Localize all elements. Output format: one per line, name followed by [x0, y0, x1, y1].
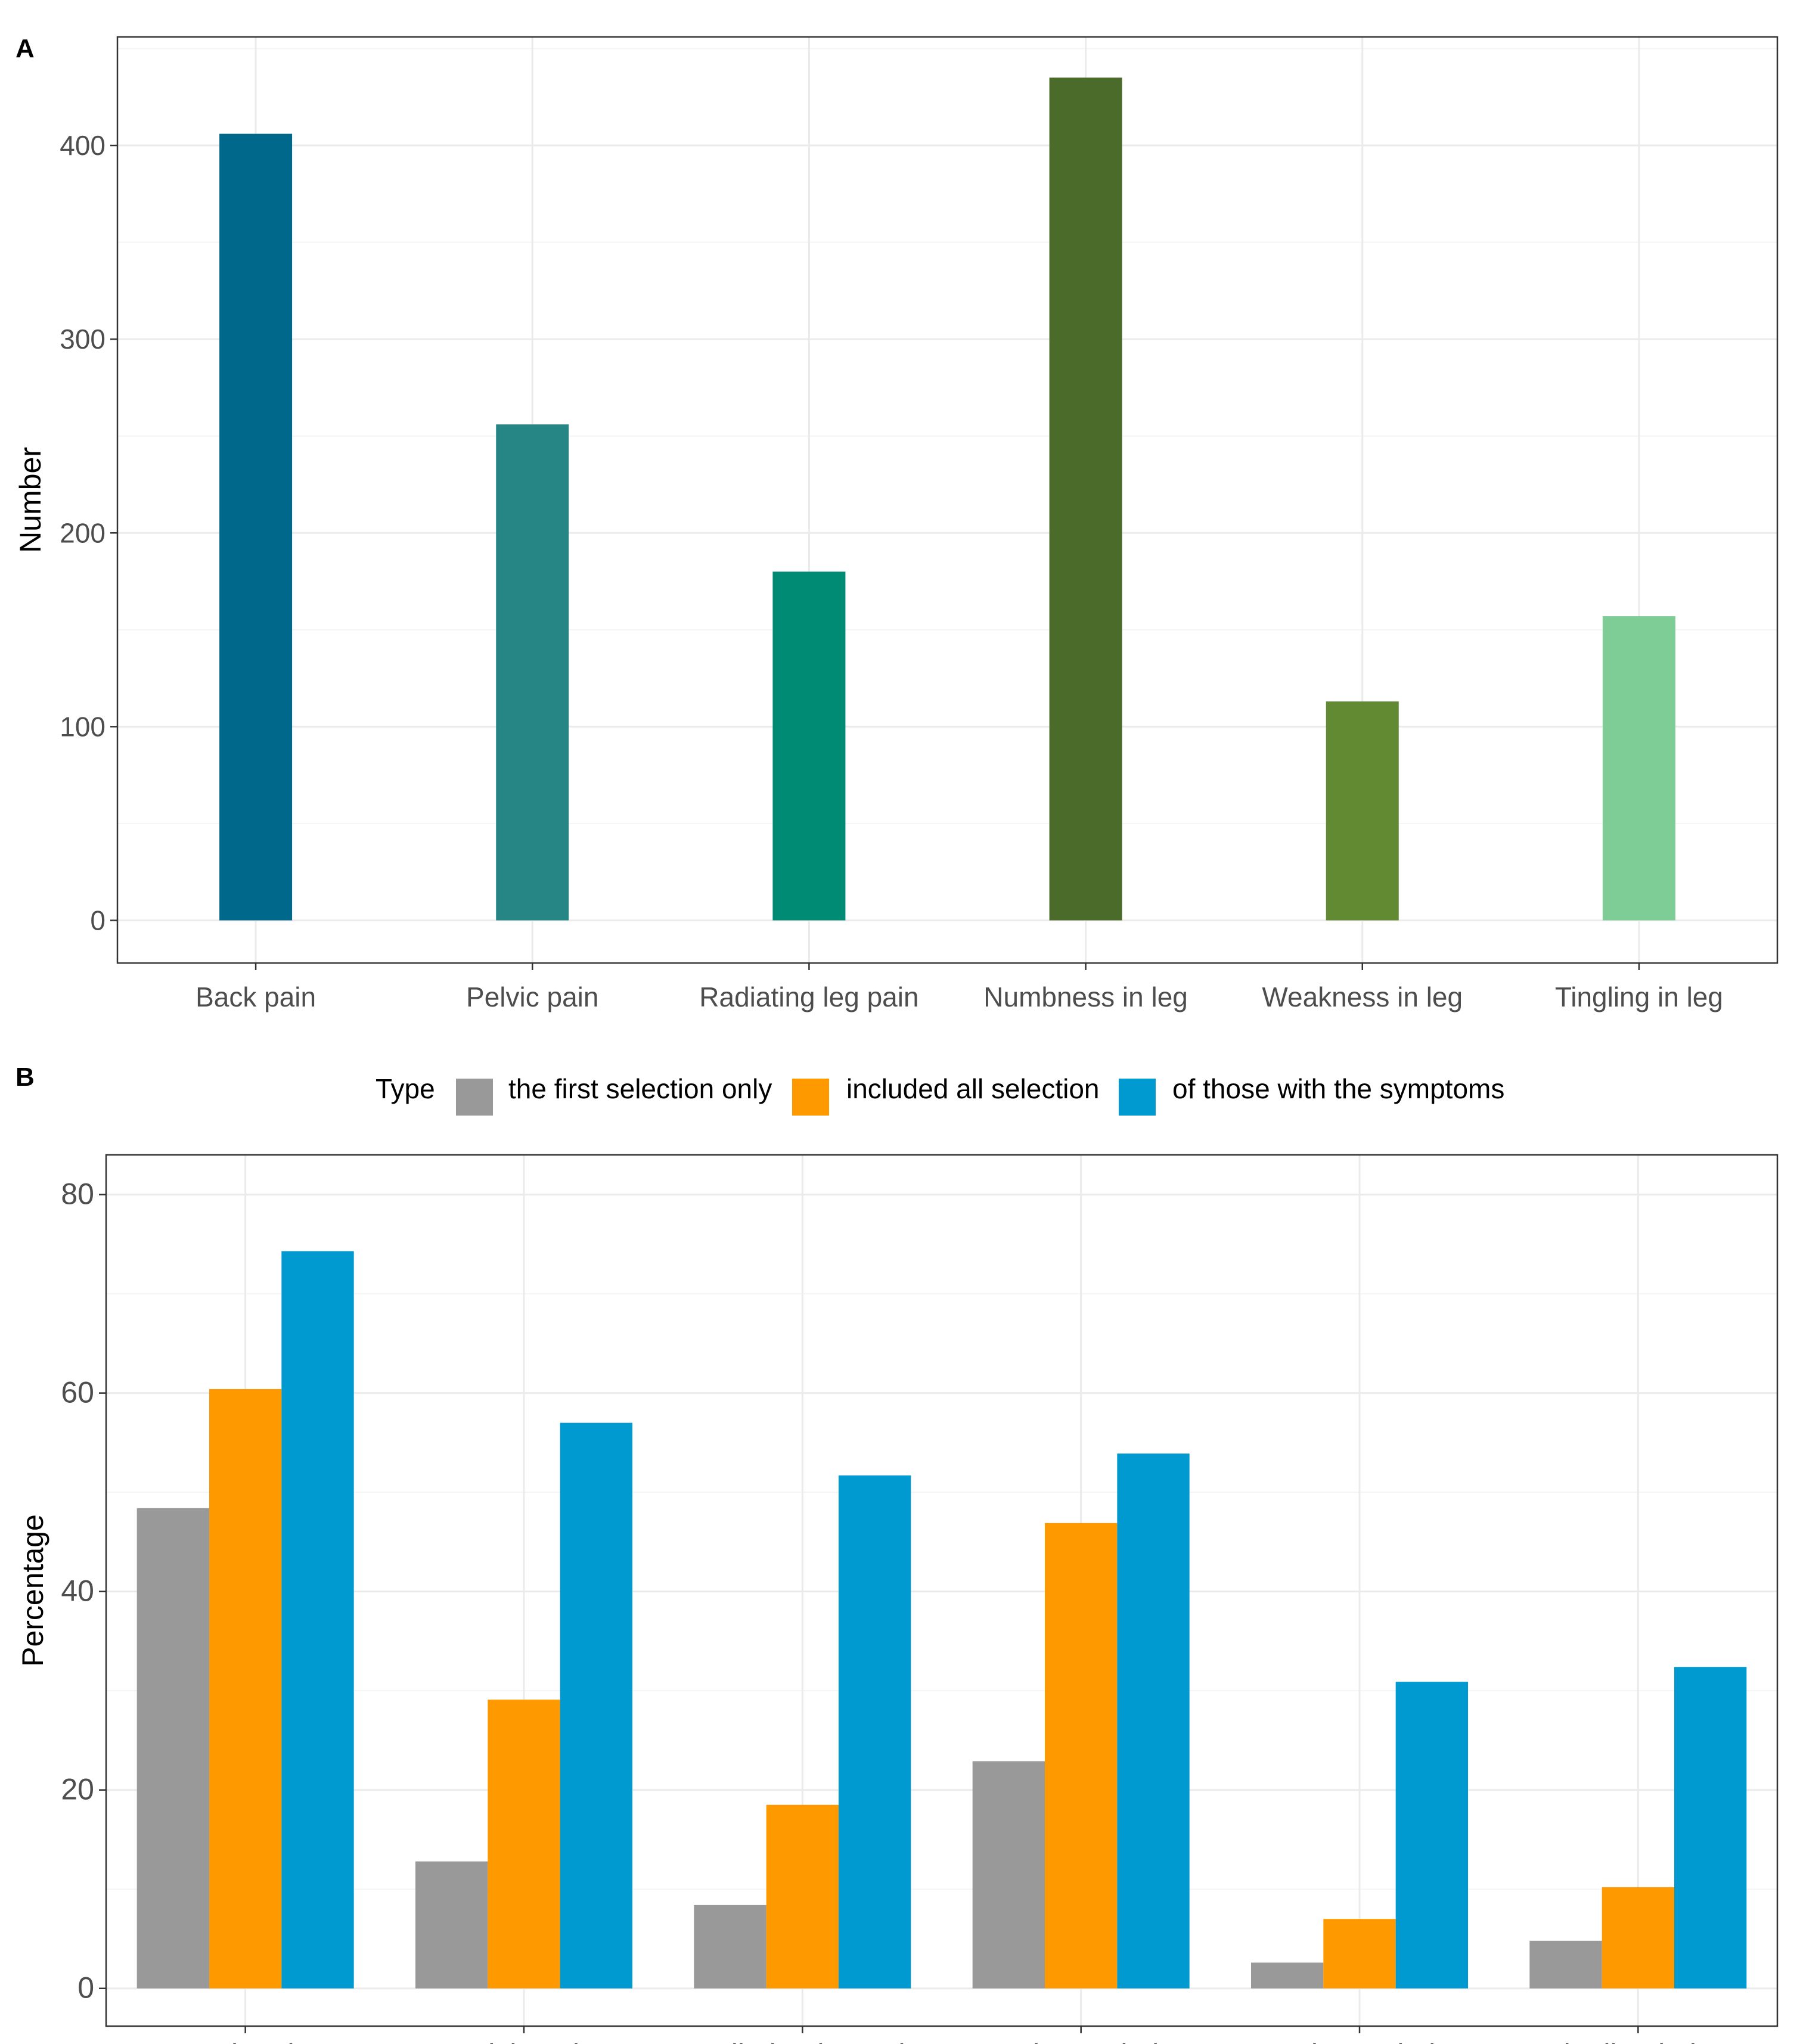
x-tick-label-pelvic-pain: Pelvic pain: [452, 2038, 596, 2044]
legend-swatch-included-all-selection: [792, 1079, 829, 1116]
panel-b-label: B: [15, 1063, 35, 1092]
bar-pelvic-pain-of-those-with-the-symptoms: [560, 1422, 632, 1989]
bar-radiating-leg-pain: [772, 571, 846, 921]
y-axis-title: Percentage: [16, 1514, 49, 1667]
bar-numbness-in-leg-of-those-with-the-symptoms: [1117, 1453, 1190, 1989]
bar-pelvic-pain: [496, 424, 569, 921]
bar-pelvic-pain-the-first-selection-only: [415, 1861, 488, 1989]
bar-tingling-in-leg-the-first-selection-only: [1529, 1940, 1602, 1989]
x-tick-label-numbness-in-leg: Numbness in leg: [970, 2038, 1191, 2044]
x-tick-label-numbness-in-leg: Numbness in leg: [983, 981, 1188, 1012]
legend-title: Type: [375, 1073, 435, 1104]
x-tick-label-weakness-in-leg: Weakness in leg: [1262, 981, 1463, 1012]
bar-numbness-in-leg: [1049, 77, 1122, 921]
legend-label-included-all-selection: included all selection: [846, 1073, 1100, 1104]
bar-tingling-in-leg-of-those-with-the-symptoms: [1674, 1667, 1747, 1989]
y-tick-label: 20: [61, 1773, 94, 1806]
bar-radiating-leg-pain-the-first-selection-only: [694, 1905, 766, 1989]
bar-weakness-in-leg: [1326, 701, 1399, 921]
y-tick-label: 60: [61, 1376, 94, 1409]
bar-weakness-in-leg-of-those-with-the-symptoms: [1395, 1682, 1468, 1989]
x-tick-label-back-pain: Back pain: [195, 981, 316, 1012]
panel-b-background: [106, 1155, 1777, 2026]
x-tick-label-radiating-leg-pain: Radiating leg pain: [683, 2038, 921, 2044]
bar-pelvic-pain-included-all-selection: [488, 1700, 560, 1989]
bar-numbness-in-leg-the-first-selection-only: [972, 1761, 1045, 1989]
panel-a-border: [116, 36, 1779, 964]
y-tick-label: 80: [61, 1178, 94, 1211]
y-tick-label: 40: [61, 1574, 94, 1608]
y-tick-label: 0: [77, 1971, 94, 2005]
y-tick-label: 100: [60, 711, 105, 742]
x-tick-label-back-pain: Back pain: [180, 2038, 311, 2044]
y-tick-label: 400: [60, 130, 105, 161]
bar-tingling-in-leg-included-all-selection: [1602, 1887, 1674, 1989]
bar-numbness-in-leg-included-all-selection: [1045, 1523, 1118, 1989]
bar-radiating-leg-pain-of-those-with-the-symptoms: [839, 1475, 911, 1989]
y-axis-title: Number: [14, 447, 47, 553]
panel-a-background: [117, 37, 1777, 963]
legend: Type the first selection only included all…: [375, 1073, 1504, 1116]
legend-swatch-of-those-with-the-symptoms: [1119, 1079, 1156, 1116]
legend-label-the-first-selection-only: the first selection only: [508, 1073, 772, 1104]
y-tick-label: 300: [60, 324, 105, 355]
bar-radiating-leg-pain-included-all-selection: [766, 1804, 839, 1989]
y-tick-label: 200: [60, 517, 105, 548]
legend-swatch-the-first-selection-only: [456, 1079, 493, 1116]
bar-back-pain-the-first-selection-only: [136, 1508, 209, 1989]
x-tick-label-tingling-in-leg: Tingling in leg: [1555, 981, 1723, 1012]
legend-label-of-those-with-the-symptoms: of those with the symptoms: [1172, 1073, 1504, 1104]
bar-weakness-in-leg-included-all-selection: [1323, 1919, 1396, 1989]
bar-back-pain-of-those-with-the-symptoms: [281, 1251, 354, 1989]
bar-weakness-in-leg-the-first-selection-only: [1251, 1962, 1324, 1989]
x-tick-label-tingling-in-leg: Tingling in leg: [1547, 2038, 1730, 2044]
bar-back-pain-included-all-selection: [209, 1388, 282, 1989]
x-tick-label-weakness-in-leg: Weakness in leg: [1250, 2038, 1469, 2044]
bar-tingling-in-leg: [1602, 616, 1675, 921]
panel-a-label: A: [15, 34, 35, 63]
y-tick-label: 0: [90, 905, 105, 936]
x-tick-label-pelvic-pain: Pelvic pain: [466, 981, 598, 1012]
bar-back-pain: [219, 133, 293, 921]
x-tick-label-radiating-leg-pain: Radiating leg pain: [699, 981, 918, 1012]
panel-b-chart: 0 20 40 60 80 Back pain Pelvic pain Radiating l…: [16, 1073, 1779, 2044]
panel-a-chart: 0 100 200 300 400 Back pain Pelvic pain Radiati…: [14, 36, 1779, 1012]
panel-b-border: [105, 1154, 1779, 2027]
